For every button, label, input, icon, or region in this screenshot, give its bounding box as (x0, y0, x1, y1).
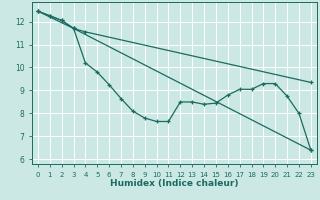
X-axis label: Humidex (Indice chaleur): Humidex (Indice chaleur) (110, 179, 239, 188)
